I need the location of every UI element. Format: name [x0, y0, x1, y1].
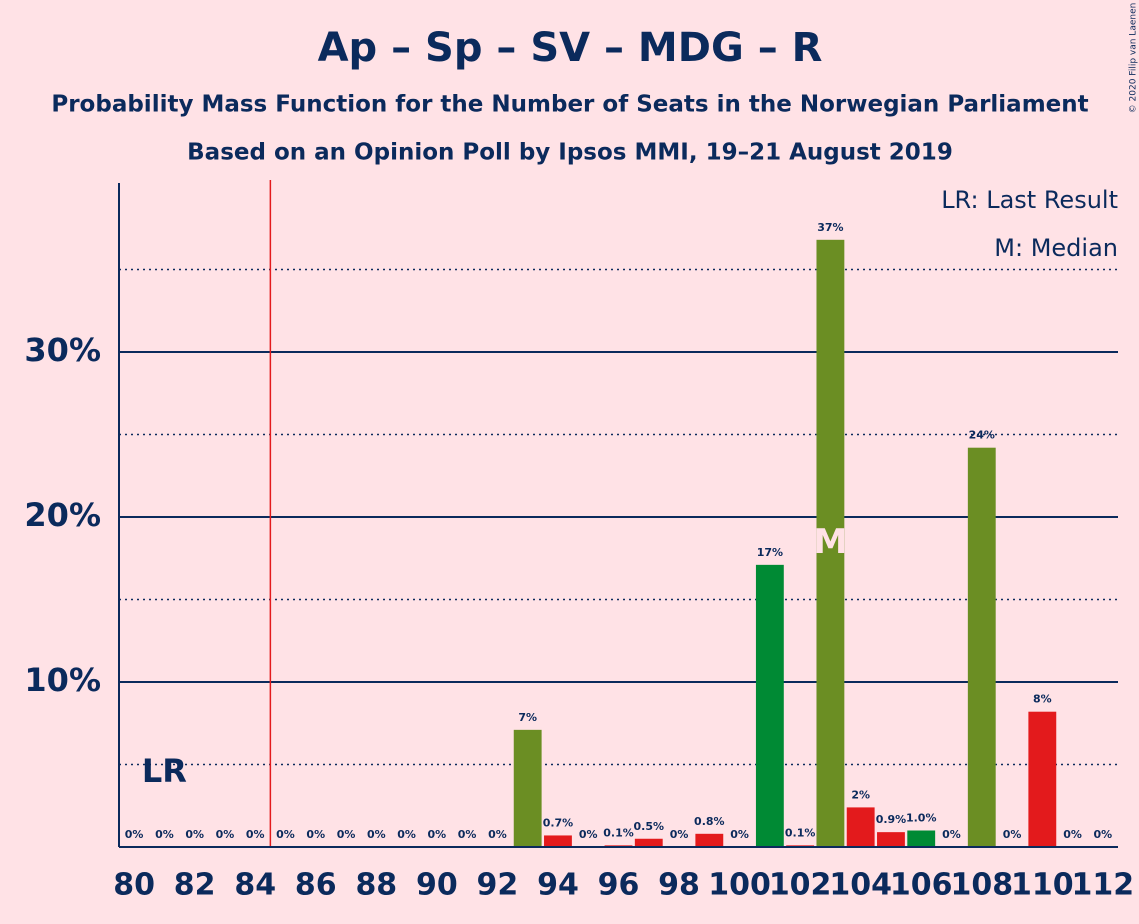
value-label: 0%	[579, 828, 598, 841]
value-label: 0.8%	[694, 815, 725, 828]
legend-entry: LR: Last Result	[941, 186, 1118, 214]
value-label: 0%	[125, 828, 144, 841]
x-tick-label: 98	[658, 868, 700, 903]
value-label: 0%	[488, 828, 507, 841]
value-label: 0%	[337, 828, 356, 841]
bar	[877, 832, 905, 847]
value-label: 0.9%	[876, 813, 907, 826]
legend-entry: M: Median	[994, 234, 1118, 262]
value-label: 0%	[1094, 828, 1113, 841]
bar	[544, 835, 572, 847]
x-tick-label: 112	[1072, 868, 1135, 903]
value-label: 0%	[155, 828, 174, 841]
chart-subtitle: Based on an Opinion Poll by Ipsos MMI, 1…	[187, 140, 953, 166]
value-label: 0%	[216, 828, 235, 841]
value-label: 0.1%	[785, 826, 816, 839]
y-tick-label: 10%	[24, 661, 101, 699]
x-tick-label: 94	[537, 868, 579, 903]
x-tick-label: 90	[416, 868, 458, 903]
value-label: 0%	[1063, 828, 1082, 841]
value-label: 0%	[428, 828, 447, 841]
x-tick-label: 102	[769, 868, 832, 903]
chart-title: Ap – Sp – SV – MDG – R	[318, 25, 823, 71]
bar	[816, 239, 845, 848]
y-tick-label: 20%	[24, 496, 101, 534]
value-label: 0%	[367, 828, 386, 841]
value-label: 8%	[1033, 693, 1052, 706]
x-tick-label: 108	[950, 868, 1013, 903]
value-label: 0%	[730, 828, 749, 841]
value-label: 7%	[518, 711, 537, 724]
x-tick-label: 88	[355, 868, 397, 903]
value-label: 37%	[817, 221, 843, 234]
value-label: 0%	[246, 828, 265, 841]
value-label: 0%	[458, 828, 477, 841]
bar	[755, 564, 784, 847]
value-label: 0%	[306, 828, 325, 841]
bar	[1028, 711, 1057, 847]
value-label: 0.1%	[603, 826, 634, 839]
x-tick-label: 82	[174, 868, 216, 903]
value-label: 0%	[276, 828, 295, 841]
bar	[695, 833, 724, 847]
last-result-label: LR	[142, 752, 187, 790]
median-label: M	[813, 522, 847, 562]
x-tick-label: 92	[477, 868, 519, 903]
value-label: 0.7%	[543, 816, 574, 829]
x-tick-label: 80	[113, 868, 155, 903]
x-tick-label: 106	[890, 868, 953, 903]
value-label: 0%	[1003, 828, 1022, 841]
x-tick-label: 110	[1011, 868, 1074, 903]
value-label: 17%	[757, 546, 783, 559]
value-label: 0%	[397, 828, 416, 841]
value-label: 0%	[670, 828, 689, 841]
x-tick-label: 100	[708, 868, 771, 903]
bar	[907, 830, 936, 847]
value-label: 2%	[851, 788, 870, 801]
bar	[634, 838, 663, 847]
bar	[967, 447, 996, 847]
x-tick-label: 84	[234, 868, 276, 903]
bar	[513, 729, 542, 847]
value-label: 24%	[969, 429, 995, 442]
value-label: 1.0%	[906, 812, 937, 825]
bar	[846, 807, 875, 847]
x-tick-label: 86	[295, 868, 337, 903]
chart-subtitle: Probability Mass Function for the Number…	[51, 92, 1088, 118]
x-tick-label: 96	[598, 868, 640, 903]
value-label: 0%	[942, 828, 961, 841]
y-tick-label: 30%	[24, 331, 101, 369]
copyright: © 2020 Filip van Laenen	[1129, 3, 1139, 114]
value-label: 0.5%	[634, 820, 665, 833]
x-tick-label: 104	[829, 868, 892, 903]
value-label: 0%	[185, 828, 204, 841]
